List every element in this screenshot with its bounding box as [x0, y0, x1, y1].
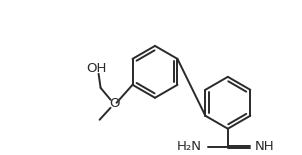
Text: OH: OH	[86, 62, 107, 75]
Text: NH: NH	[255, 140, 275, 153]
Text: O: O	[109, 97, 120, 110]
Text: H₂N: H₂N	[177, 140, 202, 153]
